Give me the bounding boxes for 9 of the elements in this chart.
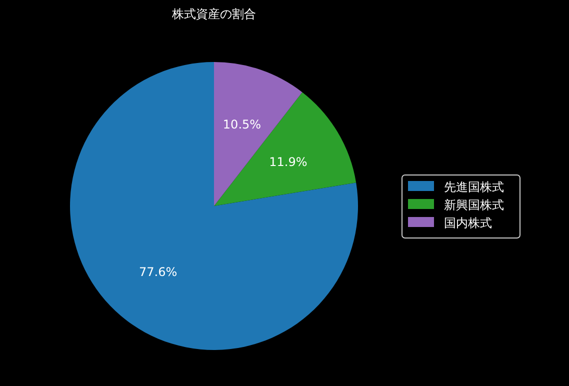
chart-title: 株式資産の割合	[171, 7, 256, 21]
legend-label: 先進国株式	[444, 180, 504, 194]
legend-label: 新興国株式	[444, 198, 504, 212]
data-label: 77.6%	[139, 264, 178, 279]
pie-slice	[70, 62, 358, 350]
pie-slice	[214, 92, 356, 206]
data-label: 10.5%	[222, 117, 262, 132]
legend-label: 国内株式	[444, 216, 492, 230]
data-label: 11.9%	[269, 154, 308, 169]
